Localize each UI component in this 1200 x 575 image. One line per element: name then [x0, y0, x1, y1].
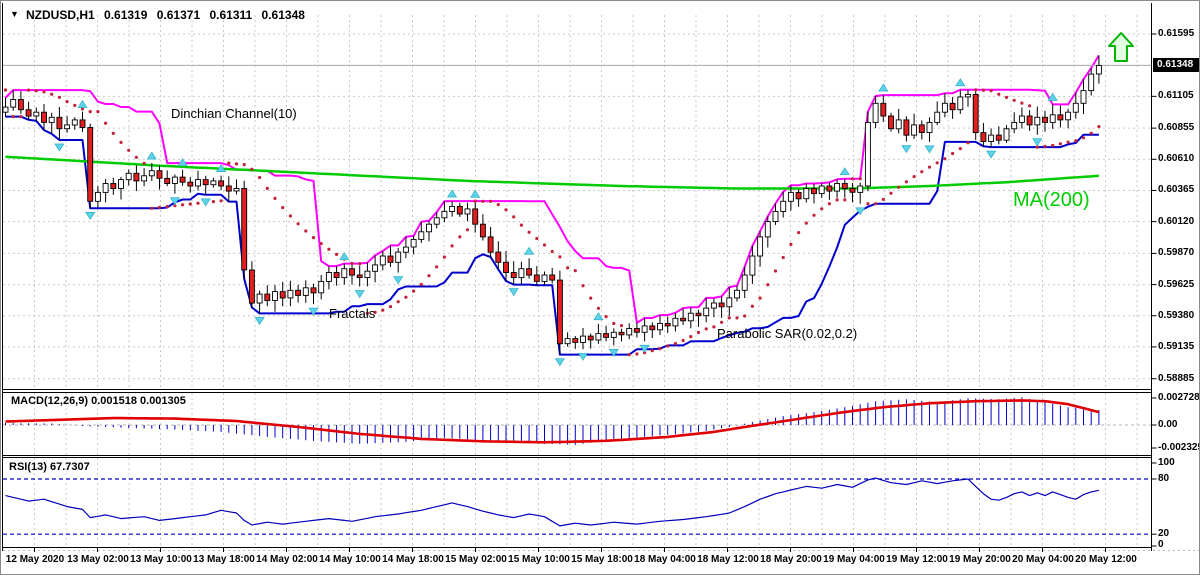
time-axis-label[interactable]: 12 May 2020: [5, 554, 65, 565]
price-axis-label[interactable]: 0.58885: [1158, 373, 1195, 384]
quote-close-value: 0.61348: [261, 8, 305, 22]
time-axis-label[interactable]: 19 May 12:00: [886, 554, 948, 565]
time-axis-label[interactable]: 14 May 18:00: [382, 554, 444, 565]
rsi-axis-label[interactable]: 100: [1158, 457, 1175, 468]
time-axis-label[interactable]: 15 May 02:00: [445, 554, 507, 565]
time-axis-label[interactable]: 15 May 18:00: [571, 554, 633, 565]
rsi-axis-label[interactable]: 0: [1158, 539, 1164, 550]
rsi-indicator-label: RSI(13) 67.7307: [9, 461, 90, 473]
fractals-label: Fractals: [329, 306, 376, 321]
buy-signal-arrow-icon: [1108, 32, 1134, 62]
time-axis-label[interactable]: 19 May 20:00: [949, 554, 1011, 565]
rsi-axis-label[interactable]: 80: [1158, 473, 1170, 484]
time-axis-label[interactable]: 20 May 04:00: [1012, 554, 1074, 565]
quote-low-value: 0.61311: [209, 8, 253, 22]
price-axis-label[interactable]: 0.60610: [1158, 153, 1195, 164]
price-axis-label[interactable]: 0.61595: [1158, 28, 1195, 39]
price-axis-label[interactable]: 0.59380: [1158, 310, 1195, 321]
macd-indicator-label: MACD(12,26,9) 0.001518 0.001305: [11, 395, 186, 407]
macd-axis-label[interactable]: -0.002325: [1158, 442, 1200, 453]
price-axis-label[interactable]: 0.59625: [1158, 279, 1195, 290]
price-axis-label[interactable]: 0.59135: [1158, 341, 1195, 352]
rsi-axis-label[interactable]: 20: [1158, 528, 1170, 539]
macd-axis-label[interactable]: 0.00: [1158, 419, 1178, 430]
time-axis-label[interactable]: 18 May 12:00: [697, 554, 759, 565]
donchian-channel-label: Dinchian Channel(10): [171, 106, 297, 121]
quote-high-value: 0.61371: [156, 8, 201, 22]
price-axis-label[interactable]: 0.61105: [1158, 90, 1194, 101]
price-axis-label[interactable]: 0.59870: [1158, 247, 1195, 258]
time-axis-label[interactable]: 15 May 10:00: [508, 554, 570, 565]
time-axis-label[interactable]: 18 May 04:00: [634, 554, 696, 565]
time-axis-label[interactable]: 13 May 18:00: [193, 554, 255, 565]
time-axis-label[interactable]: 14 May 02:00: [256, 554, 318, 565]
macd-axis-label[interactable]: 0.002728: [1158, 392, 1200, 403]
parabolic-sar-label: Parabolic SAR(0.02,0.2): [717, 326, 858, 341]
price-axis-label[interactable]: 0.60365: [1158, 184, 1195, 195]
quote-header: NZDUSD,H1 0.61319 0.61371 0.61311 0.6134…: [26, 8, 311, 22]
collapse-chart-icon[interactable]: ▼: [10, 9, 19, 19]
quote-open-value: 0.61319: [104, 8, 148, 22]
time-axis-label[interactable]: 18 May 20:00: [760, 554, 822, 565]
time-axis-label[interactable]: 13 May 10:00: [130, 554, 192, 565]
time-axis-label[interactable]: 13 May 02:00: [67, 554, 129, 565]
time-axis-label[interactable]: 14 May 10:00: [319, 554, 381, 565]
ma200-label: MA(200): [1013, 189, 1090, 211]
time-axis-label[interactable]: 19 May 04:00: [823, 554, 885, 565]
price-axis-label[interactable]: 0.60855: [1158, 122, 1195, 133]
time-axis-label[interactable]: 20 May 12:00: [1075, 554, 1137, 565]
price-axis-label[interactable]: 0.60120: [1158, 216, 1195, 227]
symbol-timeframe-label: NZDUSD,H1: [26, 8, 95, 22]
current-price-tag: 0.61348: [1153, 58, 1199, 72]
